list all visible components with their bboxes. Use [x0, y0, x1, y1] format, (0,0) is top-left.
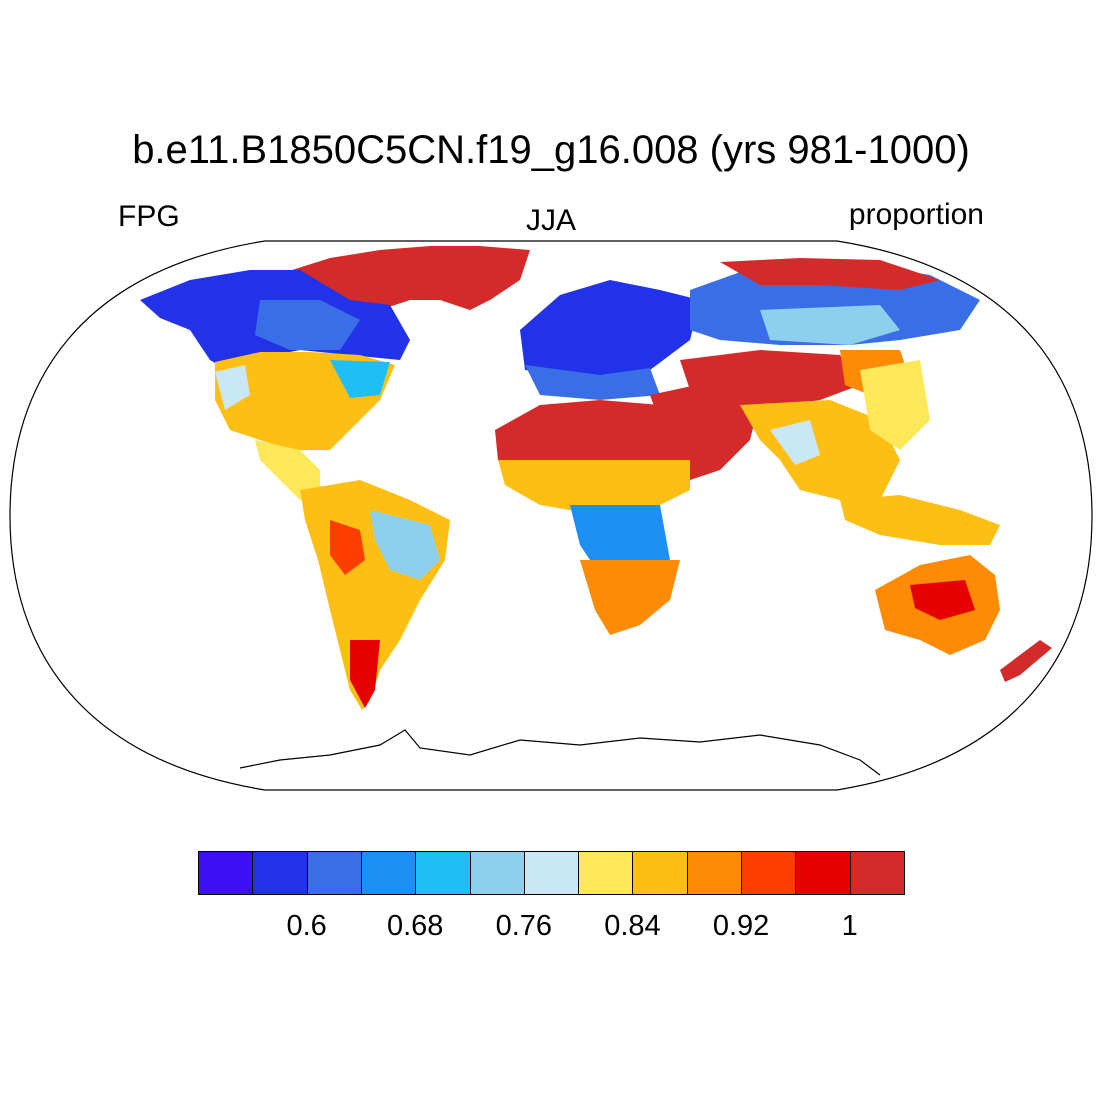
region-australia-core [910, 580, 975, 620]
region-siberia-light [760, 305, 900, 345]
colorbar-tick-label: 0.76 [495, 910, 553, 942]
map-data-layer [140, 246, 1052, 710]
antarctica-coastline [239, 729, 881, 776]
region-sahel [498, 460, 690, 515]
region-patagonia-red [350, 640, 380, 708]
region-central-america [255, 440, 320, 500]
region-southern-africa [580, 560, 680, 635]
region-europe [520, 280, 700, 385]
region-canada-lighter [255, 300, 360, 350]
colorbar-box [849, 851, 905, 895]
region-us-east-blue [330, 360, 390, 398]
colorbar-tick-label: 1 [841, 910, 858, 942]
colorbar-tick-label: 0.92 [712, 910, 770, 942]
colorbar-box [523, 851, 580, 895]
region-middle-east [650, 380, 760, 480]
colorbar [198, 851, 905, 897]
plot-title: b.e11.B1850C5CN.f19_g16.008 (yrs 981-100… [132, 128, 970, 172]
units-label: proportion [848, 198, 984, 231]
colorbar-box [578, 851, 634, 895]
region-europe-south [525, 365, 660, 400]
colorbar-tick-label: 0.84 [604, 910, 661, 942]
colorbar-box [795, 851, 851, 895]
colorbar-box [415, 851, 471, 895]
colorbar-tick-label: 0.68 [386, 910, 444, 942]
region-new-zealand [1000, 640, 1052, 682]
map-boundary [9, 240, 1093, 791]
region-amazon-blue [370, 510, 440, 580]
colorbar-box [741, 851, 797, 895]
region-us-west-light [215, 365, 250, 410]
colorbar-box [686, 851, 743, 895]
colorbar-box [632, 851, 688, 895]
region-india [740, 400, 900, 500]
region-sahara [495, 400, 690, 465]
region-greenland [292, 246, 530, 310]
colorbar-box [252, 851, 308, 895]
region-india-light [770, 420, 820, 465]
colorbar-box [306, 851, 362, 895]
region-arctic-coast [720, 258, 940, 290]
region-indonesia [840, 495, 1000, 545]
variable-label: FPG [118, 200, 180, 233]
colorbar-tick-label: 0.6 [286, 910, 327, 942]
region-andes-red [330, 520, 365, 575]
colorbar-box [360, 851, 417, 895]
season-label: JJA [525, 204, 576, 237]
colorbar-box [198, 851, 254, 895]
colorbar-box [469, 851, 525, 895]
region-east-china [860, 360, 930, 450]
